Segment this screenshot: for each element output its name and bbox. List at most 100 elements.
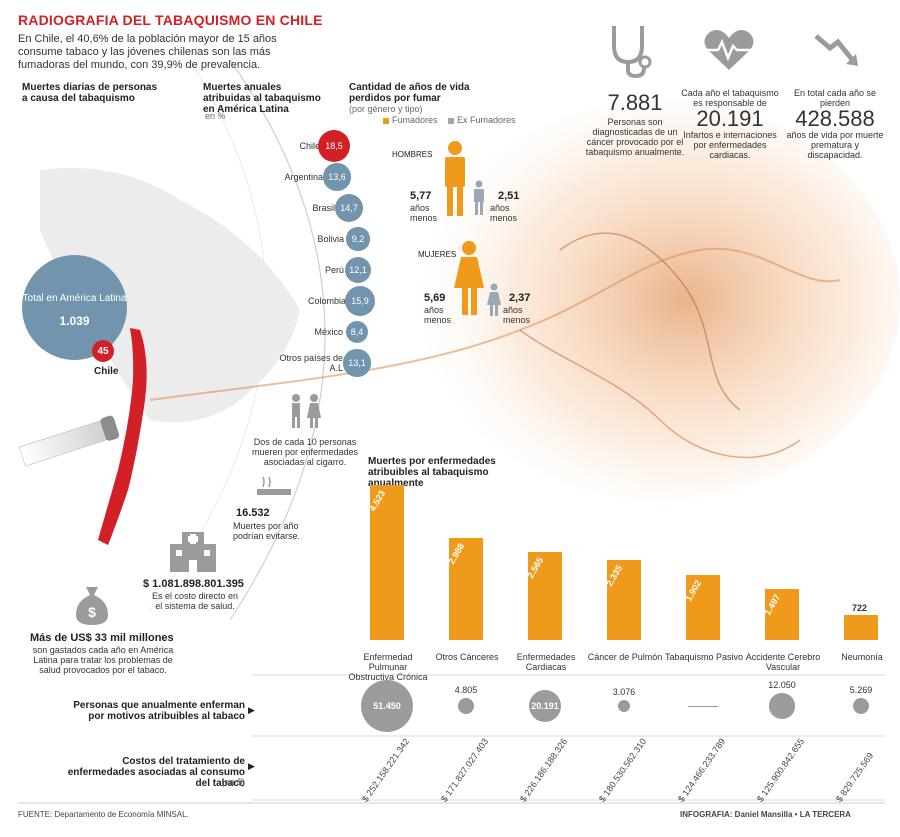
sick-value-label: 4.805 [454,685,478,696]
sick-circle [852,697,870,715]
arc-divider [229,59,326,621]
sick-value-label: 3.076 [612,686,636,697]
south-america-map [40,168,300,423]
chile-map [98,328,147,545]
heartbeat-icon [704,30,754,70]
annual-deaths-heading: Muertes anuales atribuidas al tabaquismo… [203,82,321,115]
cigarette-icon [257,476,291,495]
annual-country-label: Perú [324,265,344,275]
trend-down-icon [814,34,858,66]
annual-value-circle: 9,2 [346,227,370,251]
bar [765,588,799,640]
years-lost-heading: Cantidad de años de vida perdidos por fu… [349,82,470,104]
annual-country-label: Brasil [312,203,335,213]
bar [449,537,483,640]
latam-label: Total en América Latina [22,293,127,304]
annual-value-circle: 15,9 [345,286,375,316]
sick-circle [769,693,795,719]
men-smoker-value: 5,77 [410,190,432,202]
annual-value-circle: 13,1 [343,349,371,377]
chile-daily-circle: 45 [92,340,114,362]
footer-source: FUENTE: Departamento de Economía MINSAL. [18,810,189,819]
health-cost-value: $ 1.081.898.801.395 [143,578,244,590]
category-label: Tabaquismo Pasivo [664,652,744,662]
legend-ex-smokers: Ex Fumadores [448,115,516,125]
chart-title: Muertes por enfermedades atribuibles al … [368,456,496,489]
annual-deaths-unit: en % [205,111,226,121]
stat-cardiac-pre: Cada año el tabaquismo es responsable de [681,88,779,108]
annual-value-circle: 18,5 [317,129,351,163]
women-ex-value: 2,37 [509,292,531,304]
daily-deaths-heading: Muertes diarias de personas a causa del … [22,82,158,104]
category-label: Enfermedades Cardiacas [516,652,576,672]
intro-text: En Chile, el 40,6% de la población mayor… [18,33,277,71]
sick-empty-dash [688,706,718,707]
annual-value-circle: 13,6 [323,163,351,191]
annual-country-label: Colombia [307,296,346,306]
row-cost-label: Costos del tratamiento de enfermedades a… [67,756,245,789]
category-label: Accidente Cerebro Vascular [745,652,821,672]
bar [370,485,404,640]
sick-value-label: 20.191 [531,701,559,711]
avoidable-text: Muertes por año podrían evitarse. [233,521,301,541]
people-icon [292,394,321,428]
men-label: HOMBRES [392,150,433,159]
woman-ex-smoker-icon [487,283,501,316]
health-cost-text: Es el costo directo en el sistema de sal… [151,591,239,611]
sick-circle [528,689,562,723]
category-label: Neumonía [841,652,883,662]
smoke-image [420,100,900,500]
annual-country-label: México [314,327,343,337]
two-of-ten-text: Dos de cada 10 personas mueren por enfer… [251,437,359,467]
bar [844,615,878,640]
page-title: RADIOGRAFIA DEL TABAQUISMO EN CHILE [18,12,323,28]
years-lost-subheading: (por género y tipo) [349,104,423,114]
bar [528,552,562,640]
bar [607,559,641,640]
cigarette-image [18,415,120,467]
women-smoker-value: 5,69 [424,292,446,304]
stat-diagnosed-text: Personas son diagnosticadas de un cáncer… [585,117,685,157]
stat-years-value: 428.588 [795,106,875,131]
chile-daily-label: Chile [94,366,119,377]
row-sick-arrow-icon: ▶ [248,705,255,715]
sick-value-label: 51.450 [373,701,401,711]
svg-text:$: $ [88,604,96,620]
category-label: Otros Cánceres [435,652,499,662]
avoidable-value: 16.532 [236,507,270,519]
annual-value-circle: 14,7 [334,193,364,223]
latam-value: 1.039 [59,314,90,328]
stat-years-text: años de vida por muerte prematura y disc… [786,130,884,160]
annual-country-label: Otros países de A.L [279,353,343,373]
sick-value-label: 12.050 [768,680,796,691]
bar [686,574,720,640]
women-ex-unit: años menos [503,305,531,325]
row-cost-arrow-icon: ▶ [248,761,255,771]
annual-value-circle: 8,4 [345,320,369,344]
stethoscope-icon [612,26,652,79]
stat-cardiac-text: Infartos e internaciones por enfermedade… [683,130,777,160]
women-smoker-unit: años menos [424,305,452,325]
latam-spend-text: son gastados cada año en América Latina … [32,645,174,675]
money-bag-icon: $ [76,587,108,625]
category-label: Enfermedad Pulmunar Obstructiva Crónica [348,652,428,682]
annual-value-circle: 12,1 [344,256,372,284]
woman-smoker-icon [454,241,484,315]
man-smoker-icon [445,141,465,216]
legend-smokers: Fumadores [383,115,438,125]
annual-country-label: Argentina [284,172,323,182]
bar-value-label: 722 [852,603,868,614]
row-cost-unit: (en $) [221,777,245,787]
annual-country-label: Chile [299,141,320,151]
men-ex-value: 2,51 [498,190,520,202]
sick-value-label: 5.269 [849,684,873,695]
footer-credit: INFOGRAFIA: Daniel Mansilla • LA TERCERA [680,810,851,819]
category-label: Cáncer de Pulmón [587,652,663,662]
sick-circle [458,698,474,714]
sick-circle [617,699,631,713]
men-ex-unit: años menos [490,203,518,223]
stat-diagnosed-value: 7.881 [607,90,663,115]
stat-years-pre: En total cada año se pierden [793,88,877,108]
sick-circle [360,679,414,733]
